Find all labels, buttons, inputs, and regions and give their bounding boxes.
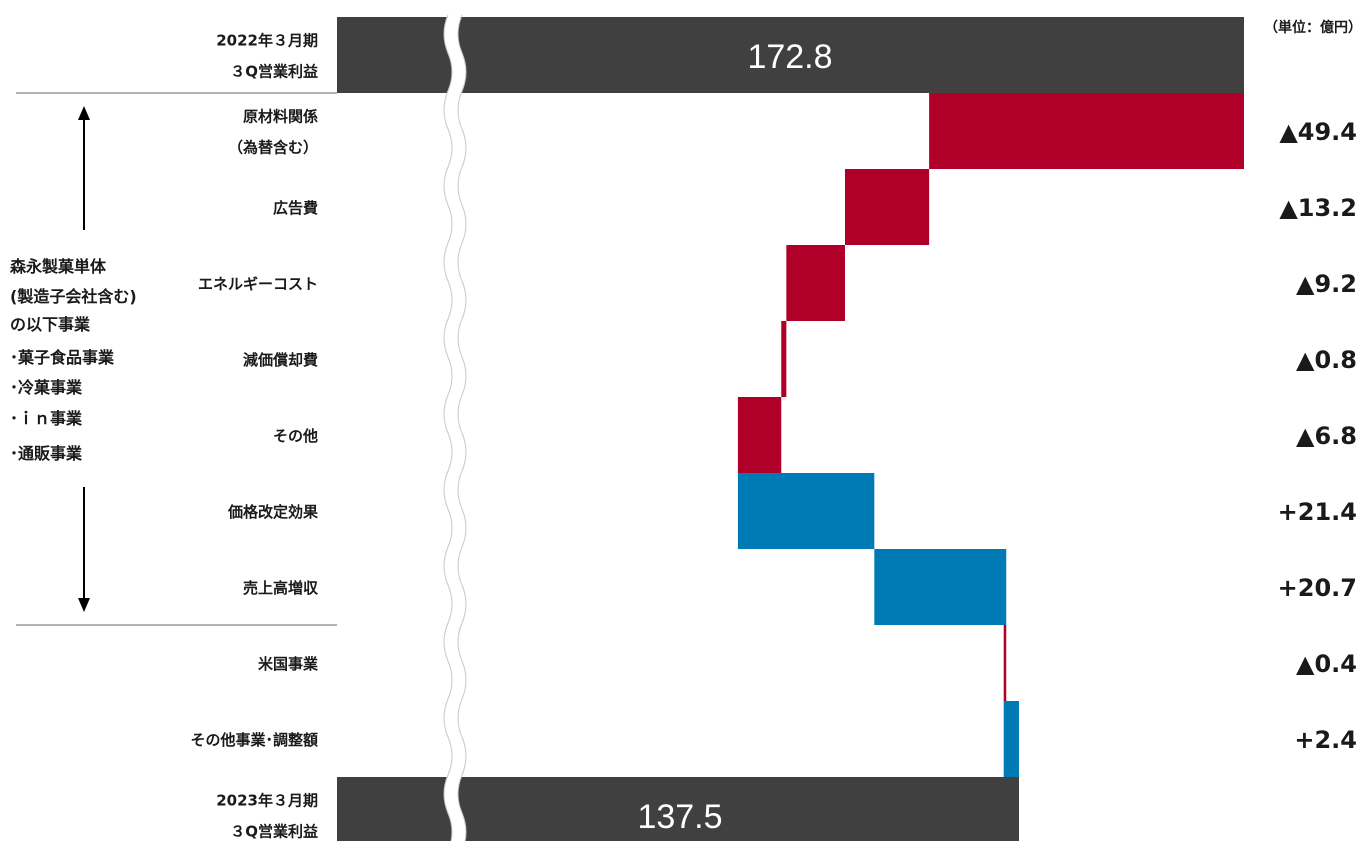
step-value-5: ▲6.8 bbox=[1296, 422, 1357, 450]
axis-break-marker bbox=[443, 12, 467, 841]
axis-break-edge-left bbox=[443, 14, 453, 841]
side-note: 森永製菓単体 (製造子会社含む) の以下事業 ･菓子食品事業 ･冷菓事業 ･ｉｎ事業 ･通販… bbox=[10, 106, 137, 612]
step-value-2: ▲13.2 bbox=[1279, 194, 1357, 222]
start-label-line-2: ３Q営業利益 bbox=[230, 63, 318, 81]
step-value-3: ▲9.2 bbox=[1296, 270, 1357, 298]
step-bar-6 bbox=[737, 473, 875, 549]
start-label-line-1: 2022年３月期 bbox=[216, 32, 318, 50]
side-note-line-1: 森永製菓単体 bbox=[10, 257, 107, 276]
step-bar-9 bbox=[1003, 701, 1019, 777]
unit-label: （単位：億円） bbox=[1264, 19, 1362, 36]
down-arrow-head-icon bbox=[78, 598, 90, 612]
bars-layer bbox=[337, 17, 1244, 841]
side-note-line-2: (製造子会社含む) bbox=[10, 287, 137, 306]
step-label-2-line-1: 広告費 bbox=[273, 199, 318, 217]
axis-break-edge-right bbox=[457, 14, 467, 841]
total-values-layer: 172.8 137.5 bbox=[637, 38, 832, 836]
step-label-1-line-2: （為替含む） bbox=[228, 139, 318, 157]
side-note-line-6: ･ｉｎ事業 bbox=[10, 409, 83, 428]
side-note-line-7: ･通販事業 bbox=[10, 444, 83, 463]
step-value-1: ▲49.4 bbox=[1279, 118, 1357, 146]
end-label-line-1: 2023年３月期 bbox=[216, 792, 318, 810]
step-bar-2 bbox=[844, 169, 930, 245]
step-bar-7 bbox=[874, 549, 1007, 625]
axis-break-band bbox=[444, 12, 466, 841]
side-note-line-4: ･菓子食品事業 bbox=[10, 348, 115, 367]
end-label-line-2: ３Q営業利益 bbox=[230, 823, 318, 841]
step-value-4: ▲0.8 bbox=[1296, 346, 1357, 374]
start-total-bar bbox=[337, 17, 1244, 93]
end-total-value: 137.5 bbox=[637, 798, 722, 836]
step-value-8: ▲0.4 bbox=[1296, 650, 1357, 678]
step-label-8-line-1: 米国事業 bbox=[258, 655, 319, 673]
step-value-7: +20.7 bbox=[1278, 574, 1357, 602]
step-label-6-line-1: 価格改定効果 bbox=[227, 503, 319, 521]
step-bar-8 bbox=[1003, 625, 1007, 701]
separator-lines bbox=[16, 92, 337, 626]
delta-values-layer: ▲49.4 ▲13.2 ▲9.2 ▲0.8 ▲6.8 +21.4 +20.7 ▲0.4 +2.4 bbox=[1278, 118, 1357, 754]
side-note-line-3: の以下事業 bbox=[10, 315, 91, 334]
step-label-3-line-1: エネルギーコスト bbox=[198, 275, 318, 293]
step-bar-4 bbox=[781, 321, 787, 397]
step-label-7-line-1: 売上高増収 bbox=[243, 579, 319, 597]
up-arrow-head-icon bbox=[78, 106, 90, 120]
step-value-9: +2.4 bbox=[1294, 726, 1357, 754]
start-total-value: 172.8 bbox=[747, 38, 832, 76]
step-label-9-line-1: その他事業･調整額 bbox=[190, 731, 318, 749]
side-note-line-5: ･冷菓事業 bbox=[10, 378, 83, 397]
step-value-6: +21.4 bbox=[1278, 498, 1357, 526]
row-labels-layer: 2022年３月期３Q営業利益原材料関係（為替含む）広告費エネルギーコスト減価償却… bbox=[190, 32, 319, 841]
step-bar-5 bbox=[737, 397, 782, 473]
step-bar-1 bbox=[929, 93, 1244, 169]
step-bar-3 bbox=[786, 245, 845, 321]
step-label-4-line-1: 減価償却費 bbox=[243, 351, 318, 369]
step-label-5-line-1: その他 bbox=[273, 427, 318, 445]
step-label-1-line-1: 原材料関係 bbox=[243, 108, 318, 126]
